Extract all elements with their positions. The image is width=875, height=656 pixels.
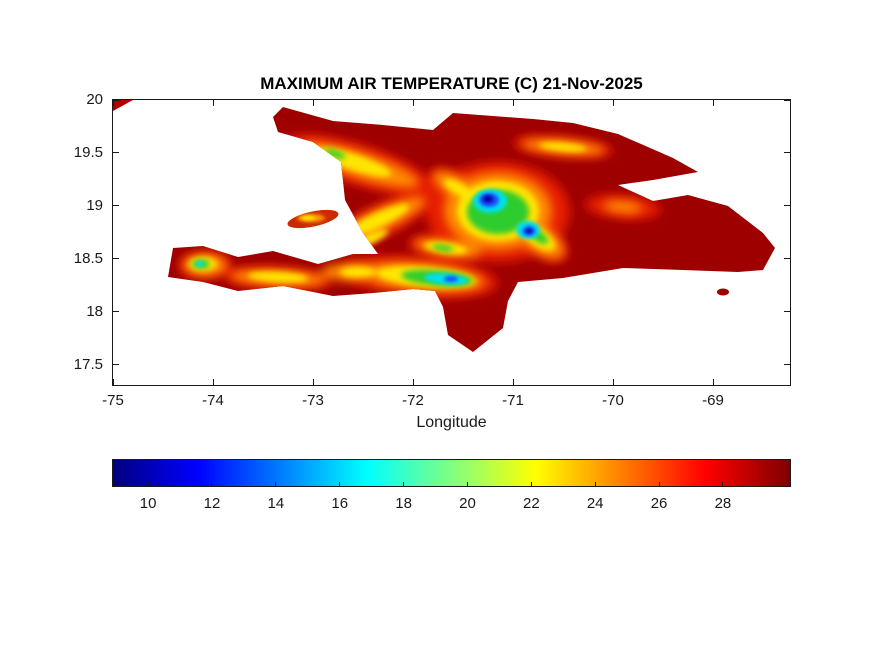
x-tick-mark bbox=[412, 379, 414, 385]
y-tick-mark bbox=[113, 205, 119, 207]
y-tick-label: 18.5 bbox=[73, 249, 103, 267]
y-tick-label: 19 bbox=[86, 196, 103, 214]
gonave-island bbox=[286, 206, 340, 232]
colorbar-tick-label: 18 bbox=[395, 495, 412, 512]
colorbar-tick-mark bbox=[466, 482, 468, 486]
colorbar-tick-label: 22 bbox=[522, 495, 540, 512]
x-tick-mark bbox=[212, 100, 214, 106]
y-tick-label: 17.5 bbox=[73, 355, 103, 373]
temperature-shading bbox=[179, 134, 661, 299]
x-tick-mark bbox=[612, 100, 614, 106]
y-tick-mark bbox=[784, 99, 790, 101]
cuba-fragment bbox=[113, 100, 133, 111]
x-tick-label: -71 bbox=[502, 392, 524, 409]
colorbar-tick-label: 16 bbox=[331, 495, 349, 512]
y-tick-mark bbox=[784, 205, 790, 207]
y-tick-label: 19.5 bbox=[73, 143, 103, 161]
colorbar-tick-label: 14 bbox=[267, 495, 285, 512]
x-tick-label: -74 bbox=[202, 392, 224, 409]
saona-island bbox=[717, 288, 729, 296]
x-tick-mark bbox=[212, 379, 214, 385]
colorbar-tick-mark bbox=[147, 482, 149, 486]
x-tick-mark bbox=[112, 379, 114, 385]
colorbar-tick-label: 12 bbox=[203, 495, 221, 512]
colorbar-tick-mark bbox=[211, 482, 213, 486]
x-tick-mark bbox=[512, 100, 514, 106]
x-tick-mark bbox=[412, 100, 414, 106]
colorbar-tick-mark bbox=[530, 482, 532, 486]
x-tick-mark bbox=[512, 379, 514, 385]
x-axis-label: Longitude bbox=[416, 414, 487, 431]
y-tick-mark bbox=[784, 311, 790, 313]
y-tick-label: 18 bbox=[86, 302, 103, 320]
plot-area bbox=[112, 99, 791, 386]
colorbar bbox=[112, 459, 791, 487]
colorbar-tick-label: 10 bbox=[139, 495, 157, 512]
x-tick-mark bbox=[612, 379, 614, 385]
y-tick-mark bbox=[784, 152, 790, 154]
colorbar-tick-mark bbox=[275, 482, 277, 486]
x-tick-mark bbox=[112, 100, 114, 106]
chart-title: MAXIMUM AIR TEMPERATURE (C) 21-Nov-2025 bbox=[260, 74, 643, 93]
colorbar-tick-mark bbox=[403, 482, 405, 486]
colorbar-tick-label: 20 bbox=[459, 495, 476, 512]
x-tick-label: -72 bbox=[402, 392, 424, 409]
colorbar-tick-mark bbox=[658, 482, 660, 486]
x-tick-mark bbox=[712, 100, 714, 106]
colorbar-tick-label: 24 bbox=[586, 495, 604, 512]
colorbar-tick-label: 28 bbox=[714, 495, 732, 512]
y-tick-mark bbox=[113, 258, 119, 260]
colorbar-tick-mark bbox=[339, 482, 341, 486]
x-tick-mark bbox=[312, 379, 314, 385]
hispaniola-heatmap bbox=[168, 107, 775, 352]
x-tick-label: -75 bbox=[102, 392, 124, 409]
y-tick-mark bbox=[784, 364, 790, 366]
y-tick-label: 20 bbox=[86, 91, 103, 108]
colorbar-tick-mark bbox=[722, 482, 724, 486]
colorbar-tick-mark bbox=[594, 482, 596, 486]
x-tick-mark bbox=[312, 100, 314, 106]
colorbar-tick-label: 26 bbox=[650, 495, 668, 512]
x-tick-label: -69 bbox=[702, 392, 724, 409]
y-tick-mark bbox=[113, 364, 119, 366]
y-tick-mark bbox=[784, 258, 790, 260]
x-tick-label: -70 bbox=[602, 392, 624, 409]
temperature-map-canvas bbox=[113, 100, 775, 352]
x-tick-mark bbox=[712, 379, 714, 385]
y-tick-mark bbox=[113, 99, 119, 101]
x-tick-label: -73 bbox=[302, 392, 324, 409]
y-tick-mark bbox=[113, 311, 119, 313]
y-tick-mark bbox=[113, 152, 119, 154]
